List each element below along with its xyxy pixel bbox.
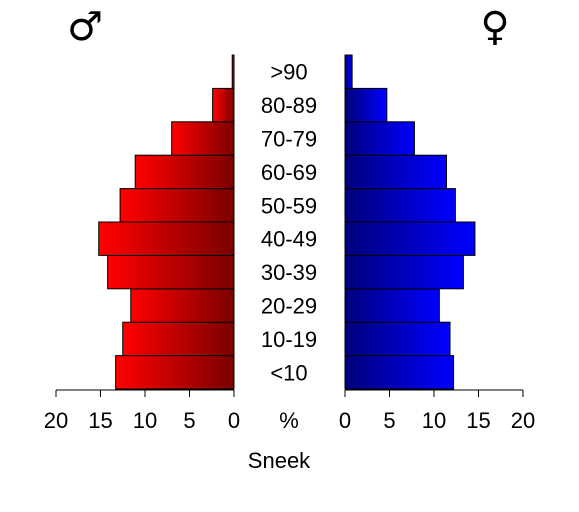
male-symbol: ♂ (67, 4, 103, 50)
male-tick-label-4: 20 (44, 408, 68, 433)
female-tick-label-4: 20 (511, 408, 535, 433)
age-group-label-1: 10-19 (261, 327, 317, 352)
female-bar-0 (344, 355, 455, 390)
female-bar-4 (344, 221, 476, 256)
female-bars (344, 54, 476, 390)
male-bar-1 (122, 321, 235, 357)
male-bar-2 (130, 288, 235, 323)
male-bar-5 (119, 188, 235, 223)
male-tick-label-3: 15 (88, 408, 112, 433)
male-bar-4 (98, 221, 235, 256)
female-x-axis: 0 5 10 15 20 (339, 389, 535, 433)
male-bar-7 (171, 121, 235, 156)
male-tick-label-1: 5 (183, 408, 195, 433)
age-group-label-8: 80-89 (261, 93, 317, 118)
age-group-label-5: 50-59 (261, 193, 317, 218)
age-group-labels: <10 10-19 20-29 30-39 40-49 50-59 60-69 70-79 80… (261, 60, 317, 386)
female-bar-2 (344, 288, 440, 323)
female-bar-7 (344, 121, 415, 156)
female-tick-label-1: 5 (383, 408, 395, 433)
male-tick-label-2: 10 (133, 408, 157, 433)
age-group-label-9: >90 (270, 60, 307, 85)
male-tick-label-0: 0 (228, 408, 240, 433)
male-bar-0 (115, 355, 235, 390)
male-bar-6 (134, 154, 235, 190)
female-tick-label-0: 0 (339, 408, 351, 433)
male-bars (98, 54, 235, 390)
unit-label: % (279, 408, 299, 433)
male-bar-3 (107, 254, 235, 290)
female-bar-5 (344, 188, 456, 223)
male-bar-8 (212, 87, 235, 123)
age-group-label-0: <10 (270, 360, 307, 385)
age-group-label-3: 30-39 (261, 260, 317, 285)
age-group-label-6: 60-69 (261, 160, 317, 185)
female-tick-label-3: 15 (466, 408, 490, 433)
male-bar-9 (231, 54, 235, 89)
female-symbol: ♀ (480, 4, 509, 50)
female-bar-9 (344, 54, 353, 89)
female-bar-3 (344, 254, 464, 290)
female-tick-label-2: 10 (422, 408, 446, 433)
age-group-label-4: 40-49 (261, 227, 317, 252)
male-x-axis: 0 5 10 15 20 (44, 389, 240, 433)
age-group-label-7: 70-79 (261, 127, 317, 152)
x-axis-title: Sneek (248, 448, 311, 473)
female-bar-1 (344, 321, 451, 357)
female-bar-6 (344, 154, 447, 190)
age-group-label-2: 20-29 (261, 294, 317, 319)
female-bar-8 (344, 87, 388, 123)
